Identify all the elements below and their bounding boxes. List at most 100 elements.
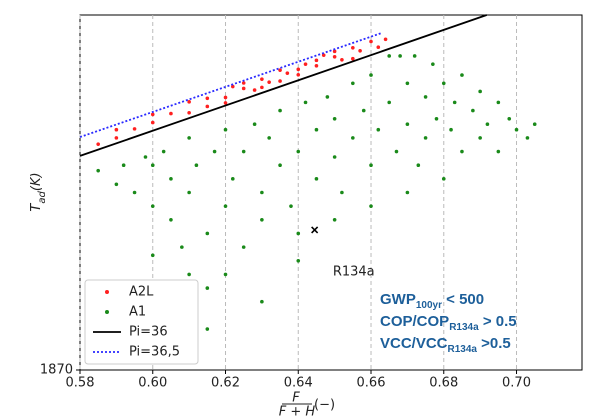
point	[423, 136, 428, 140]
point	[314, 63, 319, 68]
point	[321, 53, 326, 57]
x-tick-label: 0.62	[211, 376, 240, 391]
point	[369, 73, 373, 77]
point	[121, 163, 126, 167]
point	[260, 85, 264, 90]
point	[471, 108, 475, 113]
point	[150, 163, 155, 167]
point	[223, 101, 228, 105]
point	[340, 190, 344, 195]
point	[278, 68, 282, 72]
point	[260, 190, 264, 195]
point	[441, 81, 446, 86]
point	[252, 122, 257, 127]
point	[187, 272, 191, 277]
point	[150, 112, 155, 117]
point	[405, 81, 410, 86]
point	[441, 177, 446, 181]
y-axis-label: Tad(K)	[29, 172, 48, 211]
point	[361, 108, 366, 113]
point	[452, 100, 457, 105]
line	[79, 32, 382, 138]
point	[387, 54, 392, 58]
point	[96, 142, 100, 146]
point	[194, 163, 199, 167]
point	[132, 190, 137, 195]
legend-label: Pi=36,5	[129, 345, 180, 360]
point	[132, 127, 137, 131]
point	[507, 116, 512, 121]
point	[394, 149, 399, 154]
point	[405, 190, 410, 195]
point	[205, 327, 210, 331]
point	[150, 204, 155, 208]
point	[303, 62, 308, 66]
x-tick-label: 0.64	[284, 376, 313, 391]
point	[434, 116, 439, 121]
point	[478, 136, 482, 140]
point	[187, 190, 191, 195]
point	[150, 253, 155, 258]
legend-swatch	[105, 310, 109, 314]
point	[230, 84, 235, 89]
point	[496, 149, 501, 154]
point	[187, 136, 191, 140]
point	[296, 149, 301, 154]
point	[376, 127, 381, 132]
y-tick-label: 1870	[40, 363, 73, 378]
marker-label: R134a	[333, 264, 375, 279]
point	[205, 231, 210, 236]
point	[260, 299, 264, 304]
y-label-sub: ad	[37, 190, 48, 203]
annotation-rest: > 0.5	[479, 313, 517, 330]
point	[223, 95, 228, 100]
point	[314, 177, 319, 181]
annotation: COP/COPR134a > 0.5	[380, 313, 517, 333]
point	[351, 56, 355, 61]
point	[351, 45, 355, 50]
point	[252, 88, 257, 92]
point	[296, 231, 301, 236]
point	[358, 48, 362, 53]
point	[514, 127, 519, 132]
point	[169, 177, 173, 181]
point	[180, 245, 184, 249]
point	[285, 71, 290, 75]
point	[296, 67, 301, 72]
point	[496, 100, 501, 105]
x-tick-label: 0.68	[429, 376, 458, 391]
marker	[311, 226, 319, 234]
point	[351, 81, 355, 86]
annotation-rest: < 500	[442, 291, 484, 308]
x-label-rest: (−)	[314, 398, 335, 413]
x-label-numerator: F	[292, 391, 300, 406]
point	[212, 149, 217, 154]
point	[325, 95, 330, 99]
point	[460, 73, 464, 77]
point	[161, 149, 166, 154]
point	[485, 122, 490, 127]
point	[205, 96, 210, 101]
point	[369, 204, 373, 208]
point	[332, 218, 337, 222]
point	[241, 149, 246, 154]
legend-swatch	[105, 290, 109, 294]
point	[478, 89, 482, 94]
point	[405, 122, 410, 127]
annotation-rest: >0.5	[477, 335, 511, 352]
point	[383, 37, 388, 42]
point	[205, 286, 210, 290]
point	[532, 122, 537, 127]
point	[223, 204, 228, 208]
point	[387, 100, 392, 105]
point	[525, 136, 530, 140]
x-label-denominator: F + H	[279, 405, 316, 420]
point	[431, 62, 435, 66]
point	[289, 204, 293, 208]
line	[79, 14, 487, 157]
annotation-main: GWP	[380, 291, 416, 308]
point	[449, 127, 453, 132]
point	[460, 149, 464, 154]
point	[260, 218, 264, 222]
